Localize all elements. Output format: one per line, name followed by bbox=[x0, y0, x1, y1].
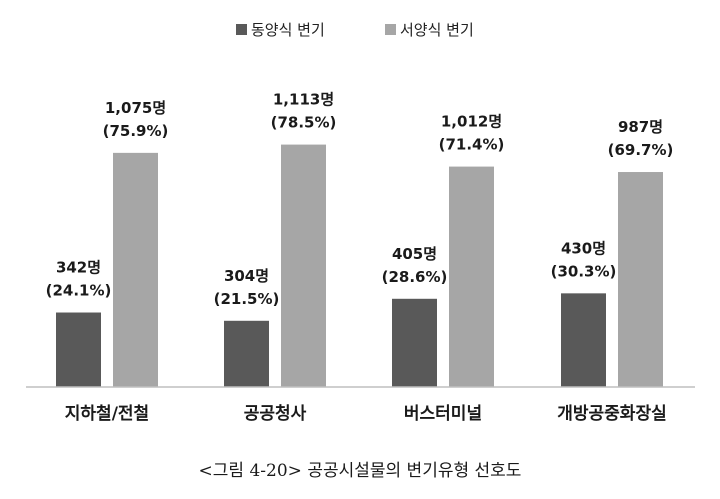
count-label-series2-cat4: 987명 bbox=[618, 118, 663, 136]
bar-series1-cat2 bbox=[224, 320, 269, 387]
bar-series2-cat3 bbox=[449, 166, 494, 387]
percent-label-series2-cat3: (71.4%) bbox=[439, 136, 505, 154]
chart-value-labels: 342명 (24.1%) 1,075명 (75.9%) 304명 (21.5%) 1,113… bbox=[46, 91, 674, 308]
count-label-series2-cat2: 1,113명 bbox=[273, 91, 334, 109]
chart-bars bbox=[56, 144, 663, 387]
count-label-series1-cat2: 304명 bbox=[224, 267, 269, 285]
percent-label-series1-cat1: (24.1%) bbox=[46, 282, 112, 300]
count-label-series2-cat1: 1,075명 bbox=[105, 99, 166, 117]
count-label-series1-cat1: 342명 bbox=[56, 259, 101, 277]
bar-series2-cat2 bbox=[281, 144, 326, 387]
count-label-series1-cat4: 430명 bbox=[561, 239, 606, 257]
legend-label-1: 동양식 변기 bbox=[251, 21, 325, 39]
bar-series1-cat4 bbox=[561, 293, 606, 387]
percent-label-series1-cat2: (21.5%) bbox=[214, 290, 280, 308]
bar-series1-cat3 bbox=[392, 298, 437, 387]
category-label-1: 지하철/전철 bbox=[65, 404, 149, 424]
bar-series2-cat1 bbox=[113, 152, 158, 387]
percent-label-series2-cat2: (78.5%) bbox=[271, 114, 337, 132]
percent-label-series2-cat1: (75.9%) bbox=[103, 122, 169, 140]
category-label-2: 공공청사 bbox=[244, 403, 307, 424]
count-label-series2-cat3: 1,012명 bbox=[441, 113, 502, 131]
bar-series2-cat4 bbox=[618, 172, 663, 387]
chart-legend: 동양식 변기 서양식 변기 bbox=[236, 21, 474, 39]
category-label-3: 버스터미널 bbox=[404, 404, 482, 424]
percent-label-series2-cat4: (69.7%) bbox=[608, 141, 674, 159]
figure-caption: <그림 4-20> 공공시설물의 변기유형 선호도 bbox=[199, 461, 522, 481]
count-label-series1-cat3: 405명 bbox=[392, 245, 437, 263]
legend-label-2: 서양식 변기 bbox=[400, 21, 474, 39]
percent-label-series1-cat4: (30.3%) bbox=[551, 262, 617, 280]
bar-series1-cat1 bbox=[56, 312, 101, 387]
legend-swatch-1 bbox=[236, 24, 247, 35]
category-label-4: 개방공중화장실 bbox=[557, 404, 666, 424]
x-axis-categories: 지하철/전철 공공청사 버스터미널 개방공중화장실 bbox=[65, 403, 667, 424]
percent-label-series1-cat3: (28.6%) bbox=[382, 268, 448, 286]
legend-swatch-2 bbox=[385, 24, 396, 35]
